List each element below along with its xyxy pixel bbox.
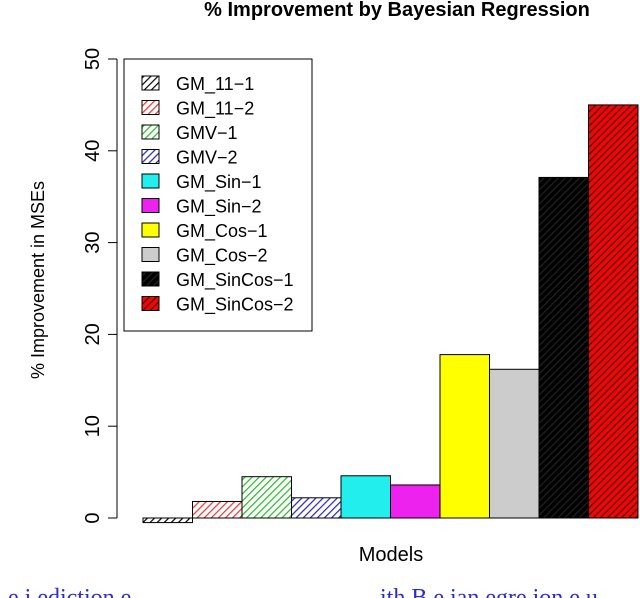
legend-swatch xyxy=(141,296,160,311)
legend-label: GM_SinCos−2 xyxy=(176,295,294,316)
bar-4 xyxy=(291,497,342,519)
legend-label: GM_SinCos−1 xyxy=(176,270,294,291)
y-tick-label: 20 xyxy=(82,323,104,345)
bar-2 xyxy=(192,500,243,519)
legend-label: GM_Cos−1 xyxy=(176,221,268,242)
legend-swatch xyxy=(141,149,160,164)
bar-1 xyxy=(142,517,193,524)
y-tick-label: 10 xyxy=(82,415,104,437)
legend-label: GM_Cos−2 xyxy=(176,246,268,267)
bar-3 xyxy=(241,476,292,519)
bars-group xyxy=(142,104,639,524)
y-tick-label: 0 xyxy=(82,512,104,523)
bar-9 xyxy=(538,176,589,519)
y-tick-label: 40 xyxy=(82,140,104,162)
legend: GM_11−1 GM_11−2 GMV−1 GMV−2 GM_Sin−1 GM_Sin−2… xyxy=(123,58,313,332)
x-axis-label: Models xyxy=(359,544,423,566)
legend-swatch xyxy=(141,222,160,238)
legend-swatch xyxy=(141,247,160,262)
legend-label: GM_11−2 xyxy=(176,99,254,120)
bar-6 xyxy=(390,484,441,519)
legend-label: GMV−2 xyxy=(176,148,238,168)
legend-swatch xyxy=(141,173,160,189)
legend-label: GM_11−1 xyxy=(176,74,254,95)
legend-swatch xyxy=(141,124,160,140)
legend-swatch xyxy=(141,271,160,287)
caption-right: ith B e ian egre ion e u xyxy=(380,586,598,598)
caption-strip: e i ediction e ith B e ian egre ion e u xyxy=(0,586,640,598)
legend-swatch xyxy=(141,198,160,213)
chart-title: % Improvement by Bayesian Regression xyxy=(204,0,590,21)
bar-8 xyxy=(489,368,540,519)
caption-left: e i ediction e xyxy=(8,586,131,598)
bar-5 xyxy=(340,475,391,519)
legend-label: GM_Sin−1 xyxy=(176,172,262,193)
bar-10 xyxy=(588,104,639,519)
y-tick-label: 50 xyxy=(82,48,104,70)
legend-label: GM_Sin−2 xyxy=(176,197,262,218)
y-axis-label: % Improvement in MSEs xyxy=(28,181,48,379)
legend-label: GMV−1 xyxy=(176,123,238,143)
legend-swatch xyxy=(141,100,160,115)
legend-swatch xyxy=(141,75,160,91)
y-tick-label: 30 xyxy=(82,231,104,253)
bar-7 xyxy=(439,354,490,519)
y-axis: 0 10 20 30 40 50 xyxy=(82,48,118,524)
